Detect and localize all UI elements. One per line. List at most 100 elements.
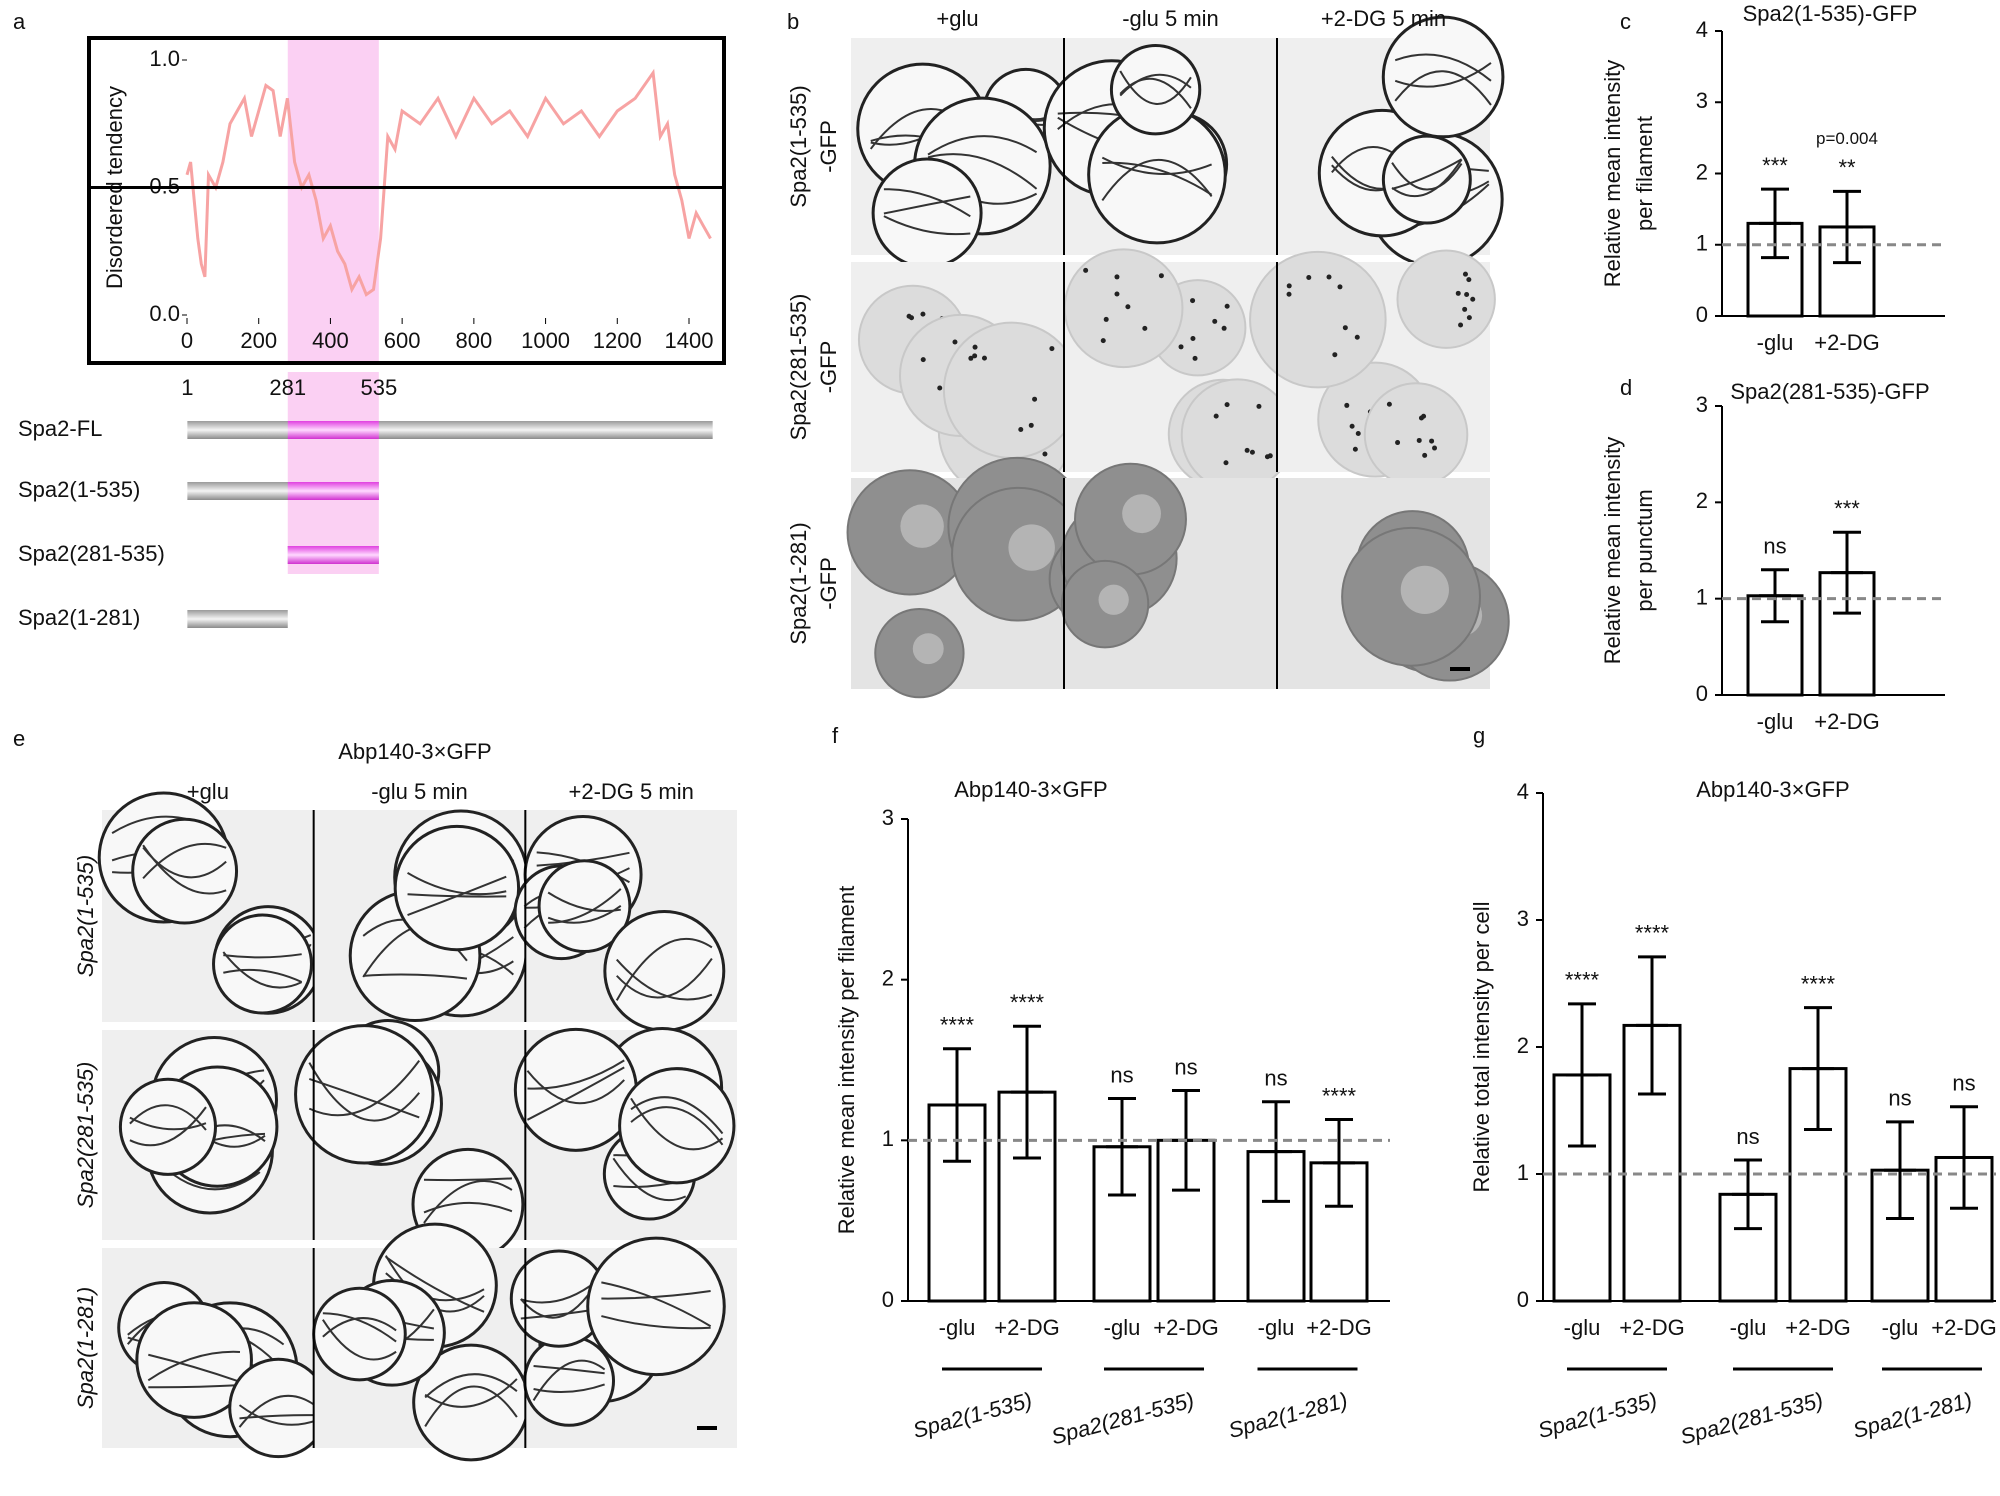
category-label: -glu (1757, 330, 1794, 355)
cable (424, 1373, 518, 1399)
cable (616, 957, 713, 999)
y-axis-label: per punctum (1632, 489, 1657, 611)
disorder-line (185, 68, 712, 297)
significance: ns (1736, 1124, 1759, 1149)
panel-letter: a (13, 9, 26, 34)
group-label: Spa2(1-281) (1850, 1387, 1975, 1443)
category-label: +2-DG (994, 1315, 1059, 1340)
category-label: -glu (939, 1315, 976, 1340)
cable (615, 958, 713, 1001)
group-label: Spa2(1-535) (1535, 1387, 1660, 1443)
cable (129, 1104, 207, 1131)
punctum (1032, 396, 1038, 402)
cable (532, 1359, 606, 1401)
cell (294, 1024, 435, 1165)
cable (527, 1059, 625, 1090)
significance: **** (1565, 968, 1600, 993)
row-label: -GFP (816, 120, 841, 173)
panel-letter: b (787, 9, 799, 34)
cable (223, 968, 303, 983)
group-label: Spa2(1-281) (1226, 1387, 1351, 1443)
punctum (1223, 460, 1229, 466)
punctum (1355, 431, 1361, 437)
significance: **** (940, 1013, 975, 1038)
punctum (1286, 283, 1292, 289)
row-label: Spa2(281-535) (786, 294, 811, 441)
category-label: -glu (1730, 1315, 1767, 1340)
y-tick-label: 2 (1696, 159, 1708, 184)
cable (222, 951, 303, 989)
chart-title: Spa2(1-535)-GFP (1743, 1, 1918, 26)
y-tick-label: 1 (1517, 1160, 1529, 1185)
category-label: +2-DG (1785, 1315, 1850, 1340)
y-tick-label: 3 (1696, 392, 1708, 417)
construct-idr (287, 546, 379, 564)
y-axis-label: Relative mean intensity (1600, 60, 1625, 287)
punctum (1342, 325, 1348, 331)
significance: ns (1763, 534, 1786, 559)
cable (147, 1350, 241, 1382)
construct-bar (187, 610, 288, 628)
vacuole (1400, 565, 1449, 614)
punctum (1125, 304, 1131, 310)
punctum (968, 355, 974, 361)
cable (142, 842, 227, 880)
punctum (906, 313, 912, 319)
punctum (1190, 298, 1196, 304)
punctum (972, 353, 978, 359)
cable (630, 1097, 724, 1151)
punctum (1264, 454, 1270, 460)
punctum (1103, 316, 1109, 322)
significance: ns (1264, 1066, 1287, 1091)
x-tick-label: 0 (181, 328, 193, 353)
panel-letter: g (1473, 723, 1485, 748)
punctum (1386, 401, 1392, 407)
y-axis-label: per filament (1632, 116, 1657, 231)
cable (1391, 158, 1463, 190)
significance: ns (1174, 1054, 1197, 1079)
column-label: +glu (187, 779, 229, 804)
chart-title: Abp140-3×GFP (954, 777, 1107, 802)
punctum (1422, 452, 1428, 458)
punctum (1466, 277, 1472, 283)
chart-title: Abp140-3×GFP (1696, 777, 1849, 802)
cell (212, 913, 313, 1015)
highlight-band (287, 372, 379, 574)
bar (1622, 1023, 1682, 1303)
punctum (1429, 438, 1435, 444)
y-tick-label: 2 (1517, 1033, 1529, 1058)
cell (1249, 250, 1387, 389)
cable (424, 1385, 518, 1427)
punctum (1042, 451, 1048, 457)
construct-label: Spa2-FL (18, 416, 102, 441)
cable (148, 1353, 241, 1383)
category-label: -glu (1882, 1315, 1919, 1340)
cell (1381, 134, 1472, 225)
punctum (1349, 423, 1355, 429)
punctum (1354, 334, 1360, 340)
cable (407, 893, 507, 898)
panel-letter: c (1620, 9, 1631, 34)
row-label: Spa2(1-281) (73, 1287, 98, 1409)
category-label: +2-DG (1619, 1315, 1684, 1340)
punctum (1458, 322, 1464, 328)
cable (308, 1060, 421, 1117)
y-tick-label: 4 (1517, 779, 1529, 804)
cable (148, 1384, 241, 1389)
plot-frame (87, 36, 726, 365)
cell (312, 1286, 407, 1382)
punctum (1224, 402, 1230, 408)
punctum (1192, 355, 1198, 361)
cable (1391, 158, 1463, 198)
cable (630, 1096, 724, 1135)
y-tick-label: 3 (882, 805, 894, 830)
y-tick-label: 1 (1696, 584, 1708, 609)
bar (1746, 594, 1804, 697)
row-label: -GFP (816, 557, 841, 610)
punctum (972, 344, 978, 350)
punctum (1049, 346, 1055, 352)
group-label: Spa2(281-535) (1049, 1387, 1197, 1449)
column-label: -glu 5 min (371, 779, 468, 804)
y-tick-label: 0.5 (149, 173, 180, 198)
cable (601, 1290, 711, 1300)
